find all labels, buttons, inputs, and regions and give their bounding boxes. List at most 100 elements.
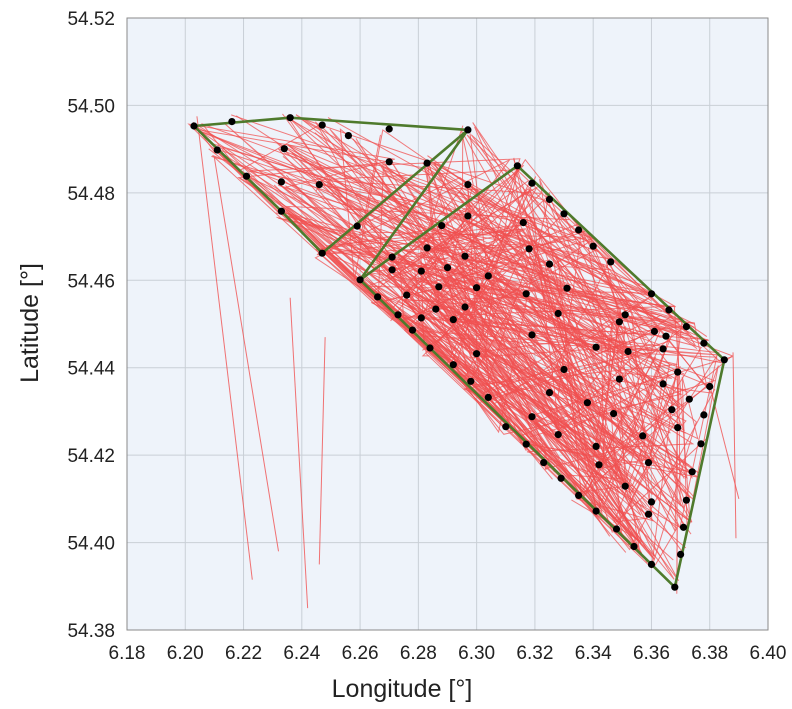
turbine-point: [589, 242, 597, 250]
turbine-point: [443, 264, 452, 272]
turbine-point: [426, 344, 434, 352]
y-tick-label: 54.52: [67, 9, 115, 30]
turbine-point: [528, 413, 536, 421]
turbine-point: [464, 126, 472, 134]
turbine-point: [607, 258, 615, 266]
vessel-track: [339, 128, 684, 408]
turbine-point: [720, 356, 728, 364]
x-tick-label: 6.18: [109, 643, 146, 664]
turbine-point: [592, 343, 600, 351]
x-tick-label: 6.34: [575, 643, 612, 664]
boundary-lines: [193, 116, 726, 589]
turbine-point: [513, 162, 522, 170]
turbine-point: [464, 212, 472, 220]
y-tick-label: 54.40: [67, 534, 115, 555]
plot-frame: [126, 17, 769, 631]
turbine-point: [685, 395, 693, 403]
x-tick-labels: 6.18 6.20 6.22 6.24 6.26 6.28 6.30 6.32 6.34 6.36…: [109, 643, 787, 664]
turbine-point: [677, 550, 685, 559]
turbine-point: [560, 365, 568, 374]
x-tick-label: 6.22: [225, 643, 262, 664]
vessel-track: [355, 138, 642, 537]
vessel-track: [390, 160, 642, 546]
turbine-point: [522, 440, 530, 448]
vessel-track: [462, 212, 670, 461]
turbine-point: [528, 331, 536, 339]
turbine-point: [417, 267, 425, 275]
turbine-point: [540, 459, 548, 467]
turbine-point: [621, 311, 629, 319]
turbine-point: [682, 496, 691, 504]
turbine-point: [662, 332, 670, 340]
turbine-point: [545, 389, 554, 397]
turbine-point: [647, 498, 656, 506]
boundary-line: [193, 116, 470, 255]
vessel-track: [413, 329, 722, 356]
turbine-point: [242, 172, 251, 180]
turbine-point: [644, 459, 653, 467]
turbine-point: [519, 219, 527, 227]
boundary-line: [358, 129, 726, 589]
turbine-point: [545, 195, 554, 203]
turbine-point: [280, 145, 288, 153]
turbine-point: [700, 411, 708, 419]
turbine-point: [473, 350, 481, 358]
vessel-track: [396, 314, 720, 495]
turbine-point: [659, 345, 667, 353]
turbine-point: [682, 323, 691, 331]
vessel-track: [399, 135, 464, 263]
turbine-point: [502, 423, 510, 431]
turbine-point: [583, 399, 592, 407]
turbine-point: [417, 314, 425, 322]
turbine-point: [353, 222, 361, 230]
turbine-point: [560, 210, 568, 218]
x-tick-label: 6.30: [458, 643, 495, 664]
turbine-point: [394, 311, 402, 319]
y-tick-label: 54.48: [67, 184, 115, 205]
turbine-point: [318, 121, 326, 129]
vessel-track: [391, 227, 653, 516]
turbine-point: [432, 305, 440, 313]
turbine-point: [277, 207, 285, 215]
vessel-track: [433, 162, 586, 272]
turbine-point: [435, 283, 443, 291]
turbine-point: [647, 560, 656, 569]
y-axis-label: Latitude [°]: [16, 263, 44, 383]
x-tick-label: 6.24: [283, 643, 320, 664]
turbine-point: [403, 291, 411, 299]
turbine-point: [213, 146, 221, 154]
turbine-point: [665, 306, 673, 314]
turbine-point: [674, 424, 682, 432]
turbine-point: [408, 326, 417, 334]
turbine-point: [344, 132, 352, 140]
turbine-point: [484, 272, 492, 280]
turbine-point: [318, 249, 326, 257]
x-tick-label: 6.26: [342, 643, 379, 664]
turbine-point: [650, 327, 659, 335]
x-tick-label: 6.32: [516, 643, 553, 664]
turbine-point: [277, 178, 285, 186]
vessel-track: [323, 247, 656, 526]
vessel-track: [286, 143, 563, 321]
turbine-point: [423, 244, 431, 252]
turbine-point: [449, 361, 457, 369]
turbine-point: [621, 482, 629, 490]
turbine-point: [315, 181, 323, 189]
turbine-point: [374, 293, 382, 301]
x-axis-label: Longitude [°]: [332, 675, 473, 703]
x-tick-label: 6.38: [691, 643, 728, 664]
turbine-point: [545, 260, 554, 268]
vessel-track: [367, 261, 621, 316]
vessel-track: [211, 155, 687, 330]
vessel-track: [213, 157, 280, 552]
turbine-point: [554, 431, 562, 439]
turbine-point: [679, 523, 688, 531]
vessel-track: [440, 158, 713, 394]
x-tick-label: 6.40: [750, 643, 787, 664]
turbine-point: [438, 222, 446, 230]
vessel-track: [316, 220, 670, 442]
x-tick-label: 6.36: [633, 643, 670, 664]
turbine-point: [461, 252, 469, 260]
turbine-point: [610, 410, 618, 418]
